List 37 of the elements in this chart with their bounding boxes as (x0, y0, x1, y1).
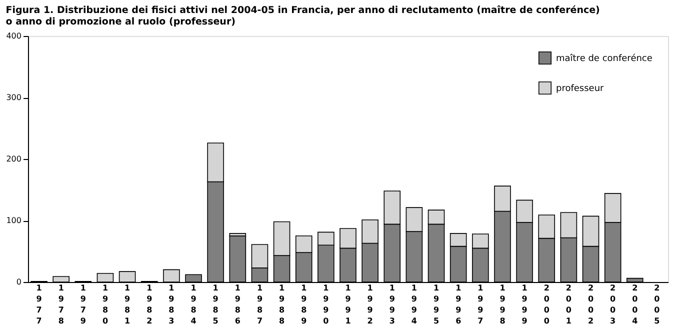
chart-title: Figura 1. Distribuzione dei fisici attivi nel 2004-05 in Francia, per anno di reclutamento (maître de conferénce) o anno di promozione al ruolo (professeur) (6, 5, 600, 28)
x-tick-label: 1985 (212, 284, 219, 326)
legend-label: maître de conferénce (556, 53, 653, 64)
x-tick-label: 1995 (433, 284, 440, 326)
y-tick-label: 300 (6, 93, 22, 102)
legend-label: professeur (556, 84, 604, 94)
x-tick-label: 1979 (80, 284, 86, 326)
x-tick-label: 1984 (190, 284, 197, 326)
x-tick-label: 1990 (323, 284, 330, 326)
x-tick-label: 2001 (566, 284, 572, 326)
x-tick-label: 1981 (124, 284, 131, 326)
x-tick-label: 2005 (654, 284, 660, 326)
x-tick-label: 1992 (367, 284, 374, 326)
x-tick-label: 1978 (58, 284, 64, 326)
x-tick-label: 1997 (478, 284, 484, 326)
x-tick-label: 2002 (588, 284, 594, 326)
x-tick-label: 1977 (36, 284, 42, 326)
x-tick-label: 2003 (610, 284, 616, 326)
x-tick-label: 1988 (279, 284, 286, 326)
y-tick-label: 100 (6, 216, 22, 225)
x-tick-label: 1989 (301, 284, 308, 326)
y-tick-label: 400 (6, 32, 22, 40)
x-tick-label: 1986 (234, 284, 241, 326)
x-tick-label: 2004 (632, 284, 638, 326)
x-tick-label: 1994 (411, 284, 418, 326)
x-tick-label: 1982 (146, 284, 153, 326)
x-tick-label: 1980 (102, 284, 108, 326)
x-tick-label: 2000 (544, 284, 550, 326)
x-tick-label: 1991 (345, 284, 352, 326)
x-tick-label: 1998 (500, 284, 506, 326)
x-tick-label: 1987 (256, 284, 263, 326)
y-tick-label: 200 (6, 154, 22, 164)
x-tick-label: 1983 (168, 284, 175, 326)
x-tick-label: 1993 (389, 284, 396, 326)
x-tick-label: 1996 (456, 284, 462, 326)
x-tick-label: 1999 (522, 284, 528, 326)
y-tick-label: 0 (16, 278, 22, 286)
